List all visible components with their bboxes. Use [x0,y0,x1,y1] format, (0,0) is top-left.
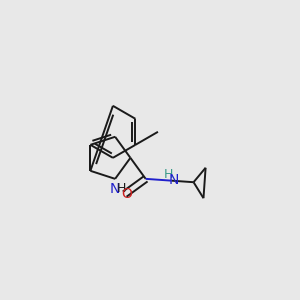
Text: N: N [110,182,120,196]
Text: O: O [121,187,132,201]
Text: H: H [164,168,173,181]
Text: H: H [116,182,126,195]
Text: N: N [168,173,179,187]
